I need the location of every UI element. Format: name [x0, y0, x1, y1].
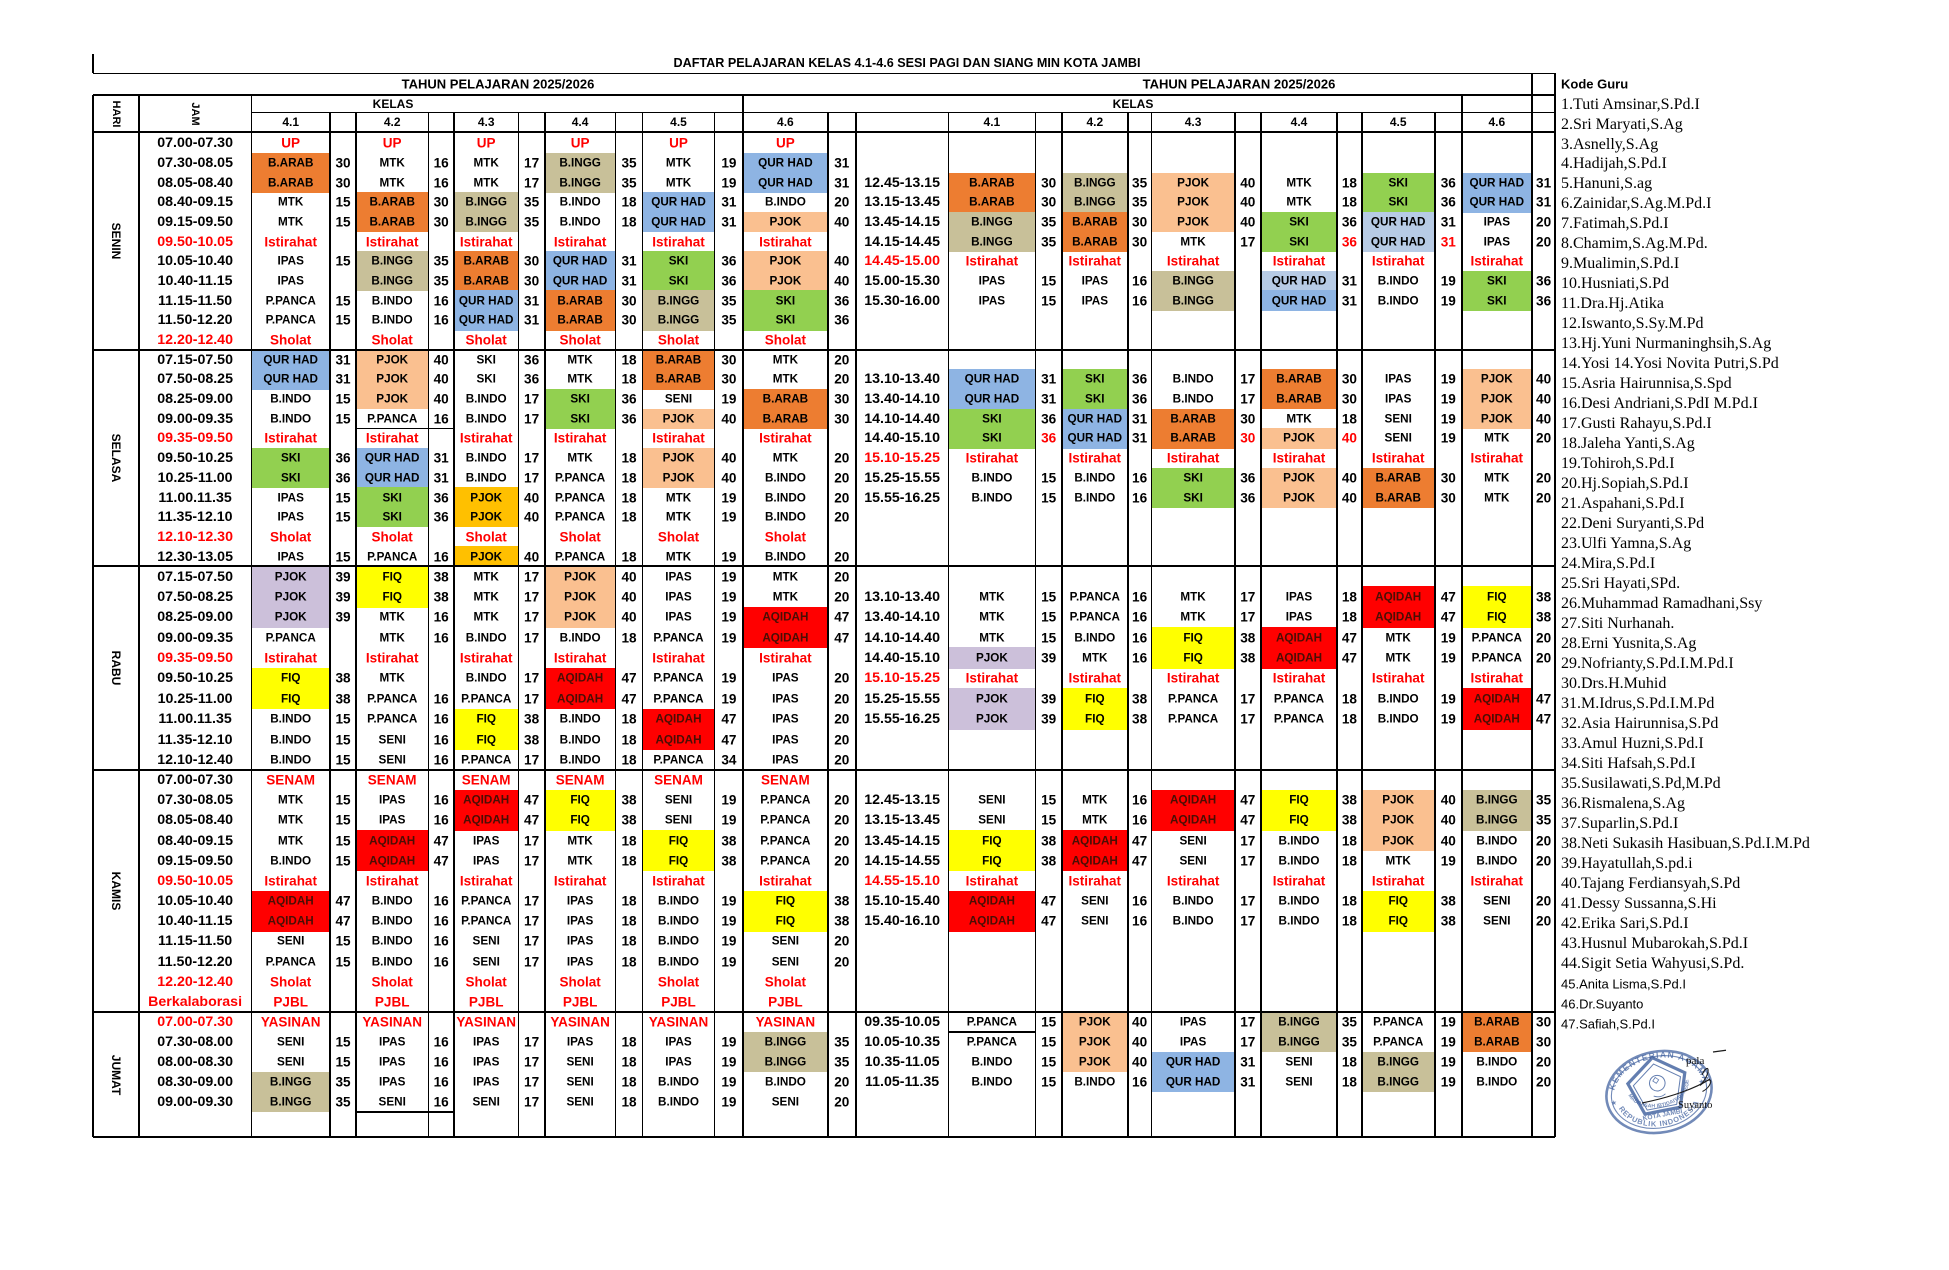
svg-text:★: ★ [1611, 1099, 1618, 1107]
svg-text:★: ★ [1698, 1078, 1705, 1086]
